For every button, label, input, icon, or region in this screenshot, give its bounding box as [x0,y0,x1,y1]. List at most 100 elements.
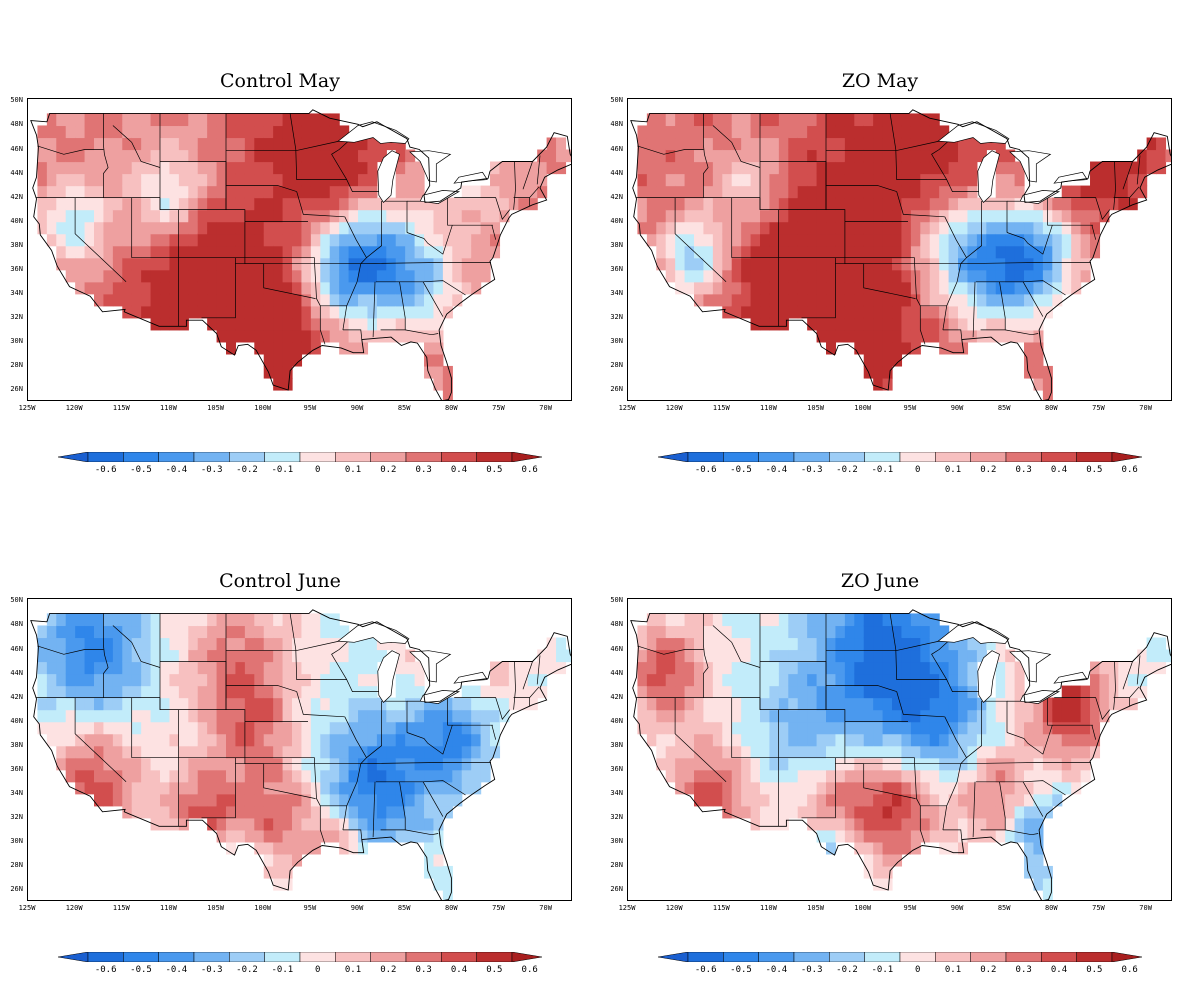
field-cell [1024,353,1035,367]
field-cell [169,781,180,795]
field-cell [263,209,274,223]
field-cell [684,769,695,783]
field-cell [131,173,142,187]
field-cell [169,269,180,283]
field-cell [386,733,397,747]
field-cell [1005,317,1016,331]
field-cell [301,245,312,259]
field-cell [788,673,799,687]
field-cell [216,721,227,735]
field-cell [141,673,152,687]
field-cell [1005,269,1016,283]
field-cell [1005,685,1016,699]
field-cell [788,613,799,627]
field-cell [207,769,218,783]
field-cell [310,697,321,711]
field-cell [263,173,274,187]
field-cell [703,781,714,795]
lake-outline [977,650,1000,703]
field-cell [882,733,893,747]
field-cell [197,697,208,711]
field-cell [807,293,818,307]
field-cell [282,185,293,199]
field-cell [797,161,808,175]
field-cell [807,269,818,283]
field-cell [910,233,921,247]
field-cell [94,197,105,211]
field-cell [433,805,444,819]
field-cell [656,637,667,651]
field-cell [122,125,133,139]
field-cell [310,341,321,355]
field-cell [282,673,293,687]
field-cell [490,161,501,175]
field-cell [863,673,874,687]
field-cell [405,305,416,319]
field-cell [1108,161,1119,175]
field-cell [788,137,799,151]
field-cell [788,173,799,187]
field-cell [348,817,359,831]
field-cell [920,197,931,211]
field-cell [178,757,189,771]
field-cell [741,125,752,139]
field-cell [703,793,714,807]
field-cell [910,793,921,807]
field-cell [131,137,142,151]
lon-tick-label: 90W [350,904,364,912]
field-cell [169,221,180,235]
field-cell [405,805,416,819]
lon-tick-label: 120W [665,904,683,912]
field-cell [254,221,265,235]
colorbar-label: 0.1 [944,965,962,975]
field-cell [84,197,95,211]
field-cell [967,221,978,235]
colorbar [58,952,542,962]
field-cell [244,685,255,699]
field-cell [637,185,648,199]
field-cell [778,257,789,271]
field-cell [508,661,519,675]
field-cell [424,257,435,271]
field-cell [188,257,199,271]
field-cell [320,185,331,199]
field-cell [178,793,189,807]
field-cell [1024,733,1035,747]
field-cell [712,613,723,627]
field-cell [722,161,733,175]
field-cell [1042,781,1053,795]
field-cell [150,197,161,211]
field-cell [358,829,369,843]
field-cell [254,293,265,307]
field-cell [986,709,997,723]
field-cell [94,269,105,283]
field-cell [471,769,482,783]
state-border [1122,661,1133,690]
field-cell [414,673,425,687]
field-cell [807,305,818,319]
field-cell [807,781,818,795]
field-cell [958,149,969,163]
field-cell [665,721,676,735]
field-cell [826,709,837,723]
field-cell [94,113,105,127]
field-cell [722,305,733,319]
field-cell [731,661,742,675]
field-cell [197,257,208,271]
field-cell [750,305,761,319]
field-cell [873,805,884,819]
field-cell [131,233,142,247]
field-cell [56,233,67,247]
field-cell [56,709,67,723]
field-cell [873,197,884,211]
lat-tick-label: 40N [610,716,623,725]
field-cell [1014,733,1025,747]
field-cell [1137,649,1148,663]
state-border [1054,197,1111,220]
field-cell [122,769,133,783]
field-cell [816,125,827,139]
field-cell [675,185,686,199]
field-cell [882,113,893,127]
field-cell [967,673,978,687]
great-lakes [937,121,1088,204]
